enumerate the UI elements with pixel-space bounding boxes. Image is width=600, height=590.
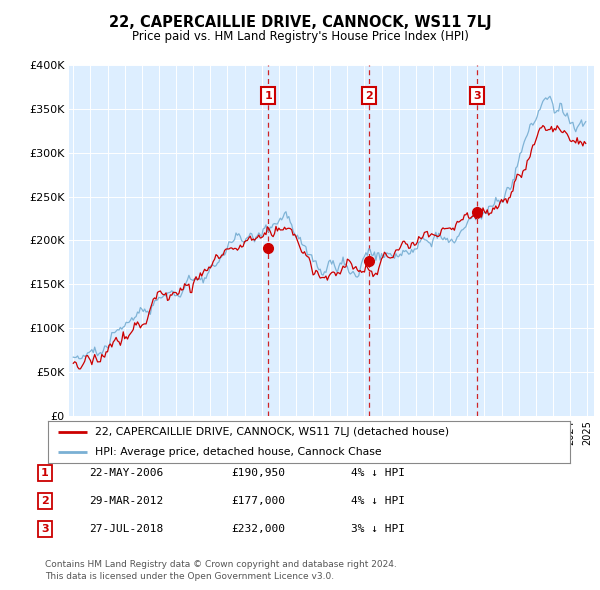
Text: 22, CAPERCAILLIE DRIVE, CANNOCK, WS11 7LJ (detached house): 22, CAPERCAILLIE DRIVE, CANNOCK, WS11 7L…: [95, 427, 449, 437]
Text: 22-MAY-2006: 22-MAY-2006: [89, 468, 163, 478]
Text: HPI: Average price, detached house, Cannock Chase: HPI: Average price, detached house, Cann…: [95, 447, 382, 457]
Text: £177,000: £177,000: [231, 496, 285, 506]
Text: £190,950: £190,950: [231, 468, 285, 478]
Text: 29-MAR-2012: 29-MAR-2012: [89, 496, 163, 506]
Text: 22, CAPERCAILLIE DRIVE, CANNOCK, WS11 7LJ: 22, CAPERCAILLIE DRIVE, CANNOCK, WS11 7L…: [109, 15, 491, 30]
Text: 4% ↓ HPI: 4% ↓ HPI: [351, 496, 405, 506]
Text: 27-JUL-2018: 27-JUL-2018: [89, 524, 163, 533]
Text: 3% ↓ HPI: 3% ↓ HPI: [351, 524, 405, 533]
Text: 2: 2: [41, 496, 49, 506]
Text: 2: 2: [365, 91, 373, 101]
Text: 4% ↓ HPI: 4% ↓ HPI: [351, 468, 405, 478]
Text: 1: 1: [265, 91, 272, 101]
Text: 3: 3: [473, 91, 481, 101]
Text: Contains HM Land Registry data © Crown copyright and database right 2024.
This d: Contains HM Land Registry data © Crown c…: [45, 560, 397, 581]
Text: 1: 1: [41, 468, 49, 478]
Text: 3: 3: [41, 524, 49, 533]
Text: £232,000: £232,000: [231, 524, 285, 533]
Text: Price paid vs. HM Land Registry's House Price Index (HPI): Price paid vs. HM Land Registry's House …: [131, 30, 469, 43]
